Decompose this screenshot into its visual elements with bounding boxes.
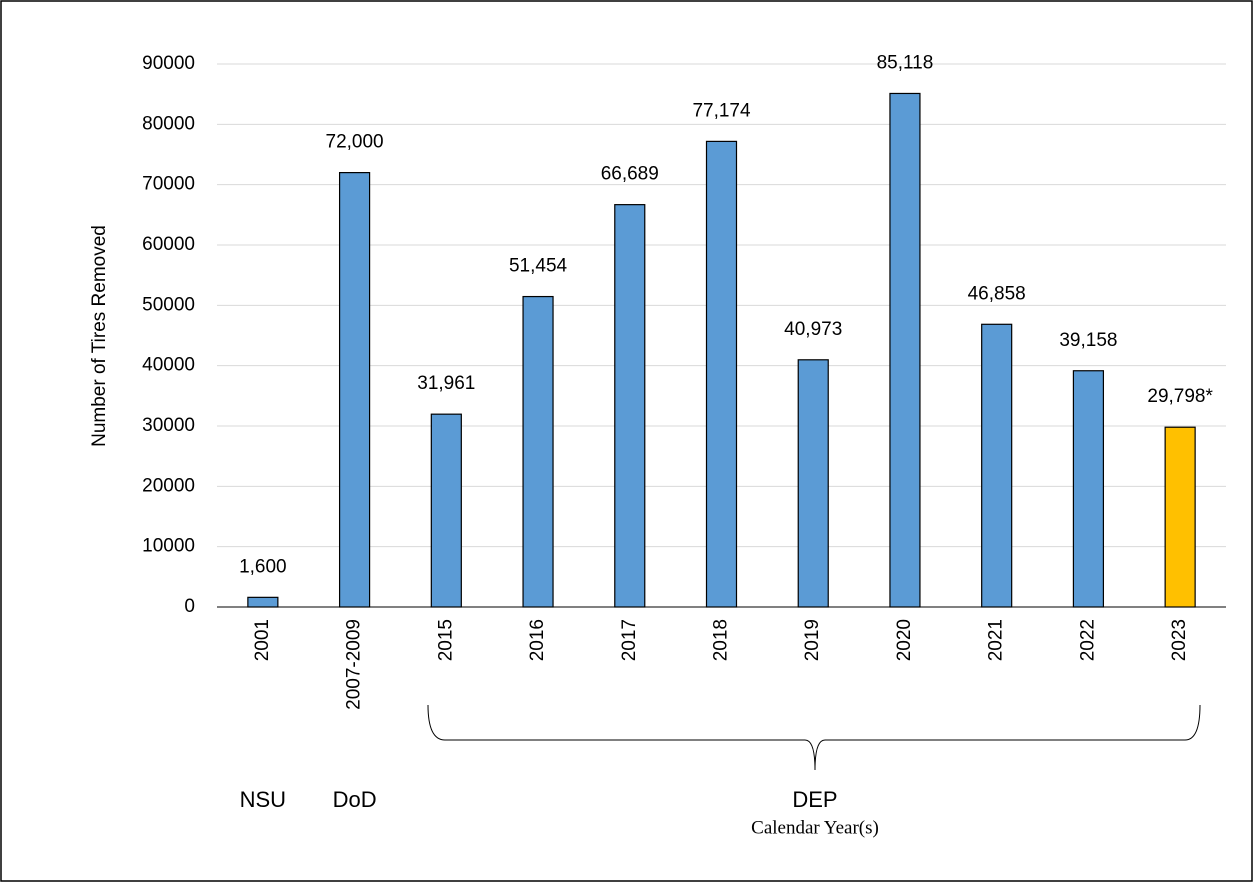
bar — [614, 204, 646, 608]
bar — [430, 413, 462, 608]
x-tick-label: 2020 — [894, 619, 915, 661]
value-label: 66,689 — [601, 164, 659, 185]
x-tick-label: 2022 — [1077, 619, 1098, 661]
y-tick-label: 70000 — [142, 174, 195, 195]
bar — [889, 92, 921, 608]
value-label: 77,174 — [692, 100, 751, 121]
value-label: 85,118 — [877, 52, 934, 73]
value-label: 51,454 — [509, 256, 568, 277]
group-label: DoD — [333, 787, 377, 812]
x-axis-label: Calendar Year(s) — [751, 817, 879, 838]
x-tick-label: 2023 — [1169, 619, 1190, 661]
bar — [705, 140, 738, 608]
y-tick-label: 20000 — [142, 475, 195, 496]
value-label: 39,158 — [1059, 330, 1117, 351]
y-tick-label: 90000 — [142, 53, 195, 74]
value-label: 29,798* — [1147, 386, 1213, 407]
x-tick-label: 2007-2009 — [344, 619, 365, 710]
y-tick-label: 60000 — [142, 234, 195, 255]
x-tick-label: 2017 — [619, 619, 640, 661]
value-label: 40,973 — [784, 319, 842, 340]
y-tick-label: 10000 — [142, 536, 195, 557]
y-tick-label: 50000 — [142, 294, 195, 315]
bar — [1072, 370, 1105, 608]
bar — [1164, 426, 1196, 608]
y-tick-label: 40000 — [142, 355, 195, 376]
bar — [338, 172, 371, 608]
y-tick-label: 0 — [184, 596, 195, 617]
y-tick-label: 30000 — [142, 415, 195, 436]
x-tick-label: 2016 — [527, 619, 548, 661]
value-label: 72,000 — [326, 132, 384, 153]
x-tick-label: 2015 — [435, 619, 456, 661]
y-axis-label: Number of Tires Removed — [89, 225, 110, 447]
y-tick-label: 80000 — [142, 113, 195, 134]
group-brace — [427, 704, 1201, 771]
x-tick-label: 2018 — [711, 619, 732, 661]
group-label: DEP — [792, 787, 837, 812]
x-tick-label: 2019 — [802, 619, 823, 661]
x-tick-label: 2001 — [252, 619, 273, 661]
value-label: 1,600 — [239, 556, 287, 577]
value-label: 46,858 — [968, 283, 1026, 304]
value-label: 31,961 — [417, 373, 475, 394]
bar — [247, 596, 279, 608]
bar — [522, 295, 554, 608]
bar — [981, 323, 1013, 608]
bar — [797, 359, 829, 608]
group-label: NSU — [240, 787, 286, 812]
x-tick-label: 2021 — [986, 619, 1007, 661]
